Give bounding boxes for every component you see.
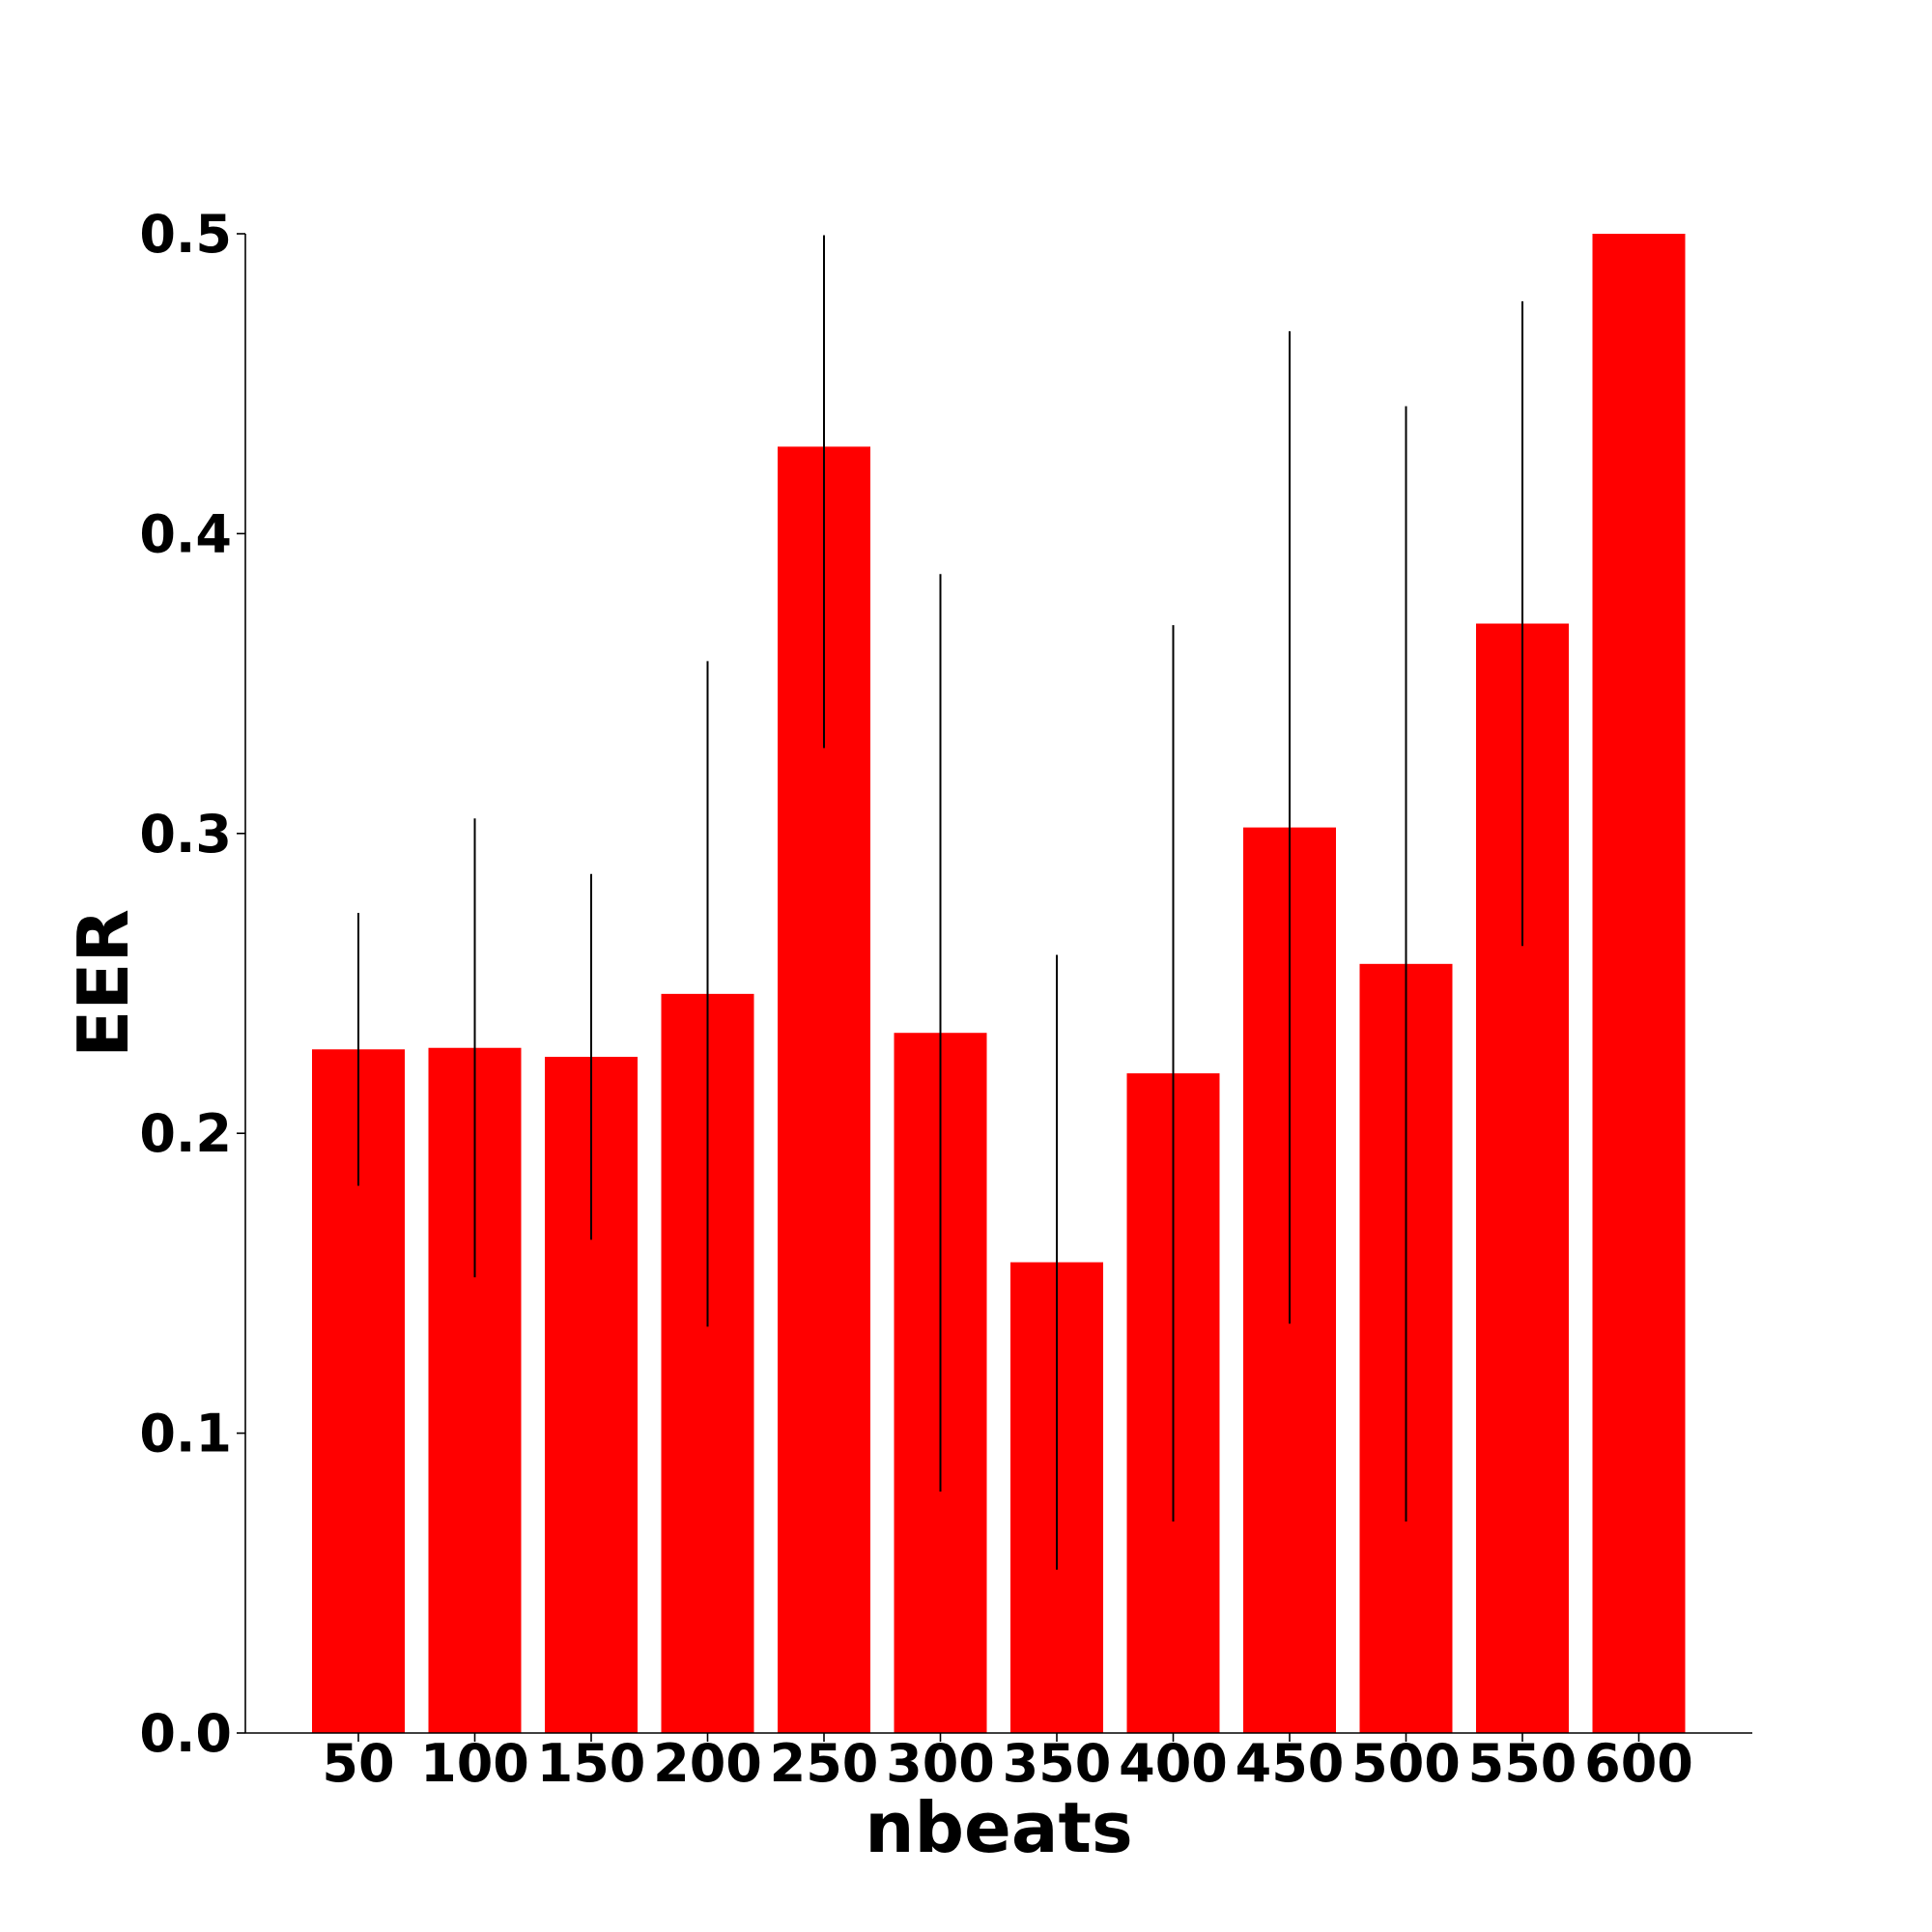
- y-tick-label-0.3: 0.3: [139, 804, 232, 865]
- x-tick-label-400: 400: [1119, 1733, 1228, 1794]
- x-axis-title: nbeats: [865, 1787, 1133, 1868]
- error-bars-group: [357, 235, 1523, 1570]
- y-tick-label-0.0: 0.0: [139, 1703, 232, 1764]
- axes-group: [244, 234, 1752, 1734]
- y-tick-label-0.1: 0.1: [139, 1404, 232, 1464]
- y-tick-label-0.4: 0.4: [139, 503, 232, 564]
- bars-group: [312, 234, 1686, 1733]
- x-tick-label-600: 600: [1584, 1733, 1693, 1794]
- x-tick-label-300: 300: [886, 1733, 995, 1794]
- bar-600: [1592, 234, 1686, 1733]
- x-tick-label-550: 550: [1468, 1733, 1577, 1794]
- x-tick-label-450: 450: [1236, 1733, 1345, 1794]
- x-tick-label-200: 200: [653, 1733, 762, 1794]
- x-tick-label-50: 50: [322, 1733, 394, 1794]
- x-tick-label-250: 250: [770, 1733, 879, 1794]
- y-tick-label-0.2: 0.2: [139, 1103, 232, 1164]
- y-tick-label-0.5: 0.5: [139, 204, 232, 265]
- y-axis-title: EER: [63, 909, 144, 1058]
- x-ticks-group: 50 100 150 200 250 300 350 400 450 500 550 600: [322, 1733, 1693, 1794]
- y-ticks-group: 0.0 0.1 0.2 0.3 0.4 0.5: [139, 204, 245, 1764]
- x-tick-label-500: 500: [1351, 1733, 1461, 1794]
- x-tick-label-100: 100: [420, 1733, 529, 1794]
- x-tick-label-350: 350: [1003, 1733, 1112, 1794]
- x-tick-label-150: 150: [537, 1733, 646, 1794]
